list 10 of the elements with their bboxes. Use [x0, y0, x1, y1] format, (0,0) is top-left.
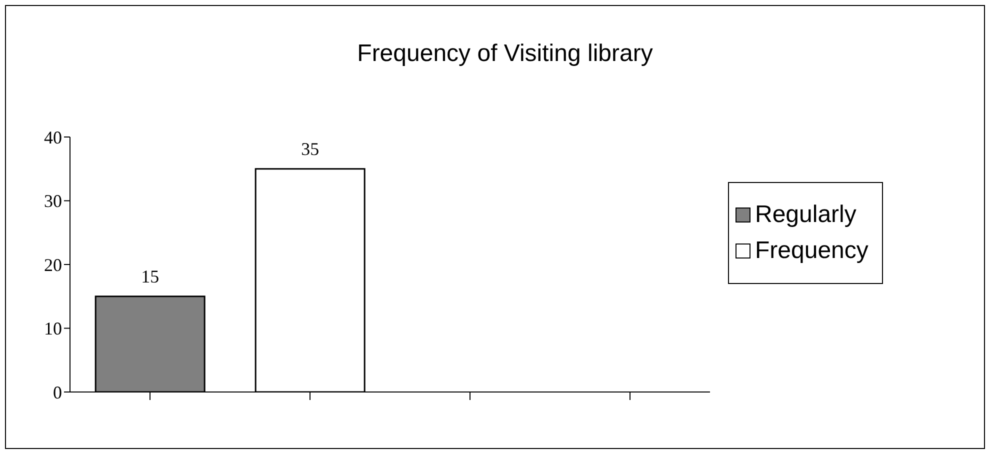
data-label: 35 [301, 138, 320, 159]
data-label: 15 [141, 266, 160, 286]
y-tick-label: 0 [53, 382, 62, 402]
legend-label: Regularly [755, 201, 856, 229]
chart-title: Frequency of Visiting library [356, 40, 654, 68]
legend-label: Frequency [755, 237, 868, 265]
y-tick-label: 10 [44, 318, 62, 339]
y-tick-label: 20 [44, 254, 62, 275]
y-tick-label: 40 [44, 127, 62, 148]
y-tick-label: 30 [44, 191, 62, 212]
